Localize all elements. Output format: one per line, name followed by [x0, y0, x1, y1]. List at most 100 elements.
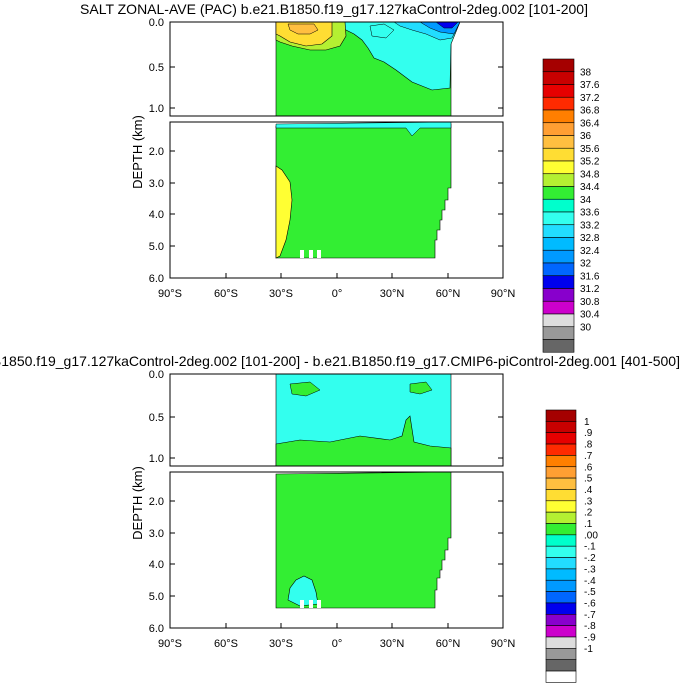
- panel-2-colorbar: 1.9.8.7.6.5.4.3.2.1.00-.1-.2-.3-.4-.5-.6…: [545, 409, 598, 683]
- panel-1-xtick: 60°N: [436, 288, 461, 300]
- colorbar-box: [542, 326, 575, 340]
- colorbar-label: -.4: [584, 576, 596, 587]
- colorbar-label: .3: [584, 496, 593, 507]
- panel-1-ytick: 6.0: [149, 273, 164, 285]
- colorbar-label: -1: [584, 644, 593, 655]
- panel-1-upper-frame: [169, 21, 504, 117]
- colorbar-box: [545, 534, 577, 547]
- panel-2-lower-fields: [275, 472, 452, 609]
- colorbar-box: [542, 122, 575, 136]
- colorbar-label: 1: [584, 417, 590, 428]
- colorbar-box: [545, 670, 577, 683]
- colorbar-box: [542, 237, 575, 251]
- colorbar-box: [545, 545, 577, 558]
- panel-2-xtick: 30°N: [380, 638, 405, 650]
- colorbar-label: 37.2: [580, 93, 600, 104]
- panel-2-ylabel: DEPTH (km): [130, 466, 145, 540]
- colorbar-label: .2: [584, 508, 593, 519]
- colorbar-box: [545, 466, 577, 479]
- panel-1-topo-bump-2: [309, 250, 313, 258]
- panel-2-topo-bump-3: [317, 600, 321, 608]
- colorbar-label: 34.4: [580, 182, 600, 193]
- colorbar-box: [542, 186, 575, 200]
- colorbar-label: 34.8: [580, 169, 600, 180]
- panel-2-ytick: 0.5: [149, 412, 164, 424]
- colorbar-label: 30.4: [580, 310, 600, 321]
- panel-2-title: .B1850.f19_g17.127kaControl-2deg.002 [10…: [0, 353, 680, 369]
- colorbar-box: [542, 147, 575, 162]
- panel-2-xtick: 60°N: [436, 638, 461, 650]
- colorbar-label: -.1: [584, 542, 596, 553]
- panel-2-xtick-marks: [225, 623, 449, 628]
- panel-1-ytick: 5.0: [149, 241, 164, 253]
- panel-2: .B1850.f19_g17.127kaControl-2deg.002 [10…: [0, 353, 680, 683]
- panel-1-lower-fields: [275, 122, 452, 259]
- panel-2-topo-bump-1: [300, 600, 304, 608]
- panel-1-ylabel: DEPTH (km): [130, 115, 145, 189]
- panel-1-field-eddy: [369, 23, 395, 39]
- colorbar-label: 36.4: [580, 118, 600, 129]
- colorbar-box: [545, 568, 577, 581]
- panel-2-yticks: 0.0 0.5 1.0 2.0 3.0 4.0 5.0 6.0: [149, 369, 164, 635]
- panel-2-xtick: 0°: [332, 638, 343, 650]
- colorbar-label: 33.6: [580, 208, 600, 219]
- panel-1-topo-bump-3: [317, 250, 321, 258]
- panel-1-ytick: 0.0: [149, 17, 164, 29]
- panel-2-field-upper-positive: [275, 415, 452, 466]
- colorbar-label: -.7: [584, 610, 596, 621]
- panel-2-ytick: 1.0: [149, 453, 164, 465]
- colorbar-label: 31.2: [580, 284, 600, 295]
- colorbar-box: [545, 625, 577, 638]
- panel-2-upper-fields: [275, 374, 452, 466]
- panel-1-xtick: 0°: [332, 288, 343, 300]
- panel-2-xtick: 60°S: [214, 638, 238, 650]
- colorbar-label: -.9: [584, 633, 596, 644]
- colorbar-box: [542, 262, 575, 277]
- colorbar-box: [542, 160, 575, 175]
- panel-2-field-upper-patch-1: [289, 381, 321, 397]
- colorbar-box: [545, 500, 577, 513]
- colorbar-box: [542, 198, 575, 213]
- panel-1-upper-fields: [275, 22, 461, 116]
- panel-1-field-top-edge: [275, 122, 452, 137]
- panel-2-field-lower-negative: [287, 575, 319, 607]
- panel-2-ytick: 0.0: [149, 369, 164, 381]
- colorbar-box: [545, 489, 577, 502]
- panel-1-xtick: 90°N: [491, 288, 516, 300]
- colorbar-label: 31.6: [580, 271, 600, 282]
- panel-1-xtick: 60°S: [214, 288, 238, 300]
- panel-1-ytick: 1.0: [149, 103, 164, 115]
- panel-2-xtick: 30°S: [269, 638, 293, 650]
- panel-2-ytick: 5.0: [149, 591, 164, 603]
- colorbar-label: 30.8: [580, 297, 600, 308]
- panel-1-ytick: 0.5: [149, 62, 164, 74]
- colorbar-box: [542, 313, 575, 328]
- colorbar-box: [542, 58, 575, 73]
- panel-1-xtick: 30°S: [269, 288, 293, 300]
- colorbar-box: [542, 339, 575, 353]
- colorbar-label: 35.6: [580, 144, 600, 155]
- panel-1-colorbar: 38 37.6 37.2 36.836.4 36 35.6 35.234.8 34.4 34 33…: [542, 58, 600, 353]
- panel-2-upper-frame: [169, 373, 504, 467]
- colorbar-label: 34: [580, 195, 592, 206]
- colorbar-box: [545, 432, 577, 445]
- panel-1-yticks: 0.0 0.5 1.0 2.0 3.0 4.0 5.0 6.0: [149, 17, 164, 285]
- colorbar-box: [545, 455, 577, 468]
- colorbar-box: [542, 135, 575, 149]
- colorbar-label: 32.8: [580, 233, 600, 244]
- panel-1-xtick-marks: [225, 273, 449, 278]
- colorbar-label: .00: [584, 530, 598, 541]
- colorbar-box: [545, 523, 577, 536]
- colorbar-label: 35.2: [580, 157, 600, 168]
- colorbar-label: 36.8: [580, 106, 600, 117]
- colorbar-label: .1: [584, 519, 593, 530]
- colorbar-box: [545, 409, 577, 422]
- panel-1-ytick: 3.0: [149, 178, 164, 190]
- colorbar-label: 36: [580, 131, 592, 142]
- colorbar-label: 33.2: [580, 220, 600, 231]
- panel-1-xticks: 90°S 60°S 30°S 0° 30°N 60°N 90°N: [158, 288, 515, 300]
- colorbar-label: 32.4: [580, 246, 600, 257]
- colorbar-box: [542, 224, 575, 238]
- colorbar-box: [545, 477, 577, 490]
